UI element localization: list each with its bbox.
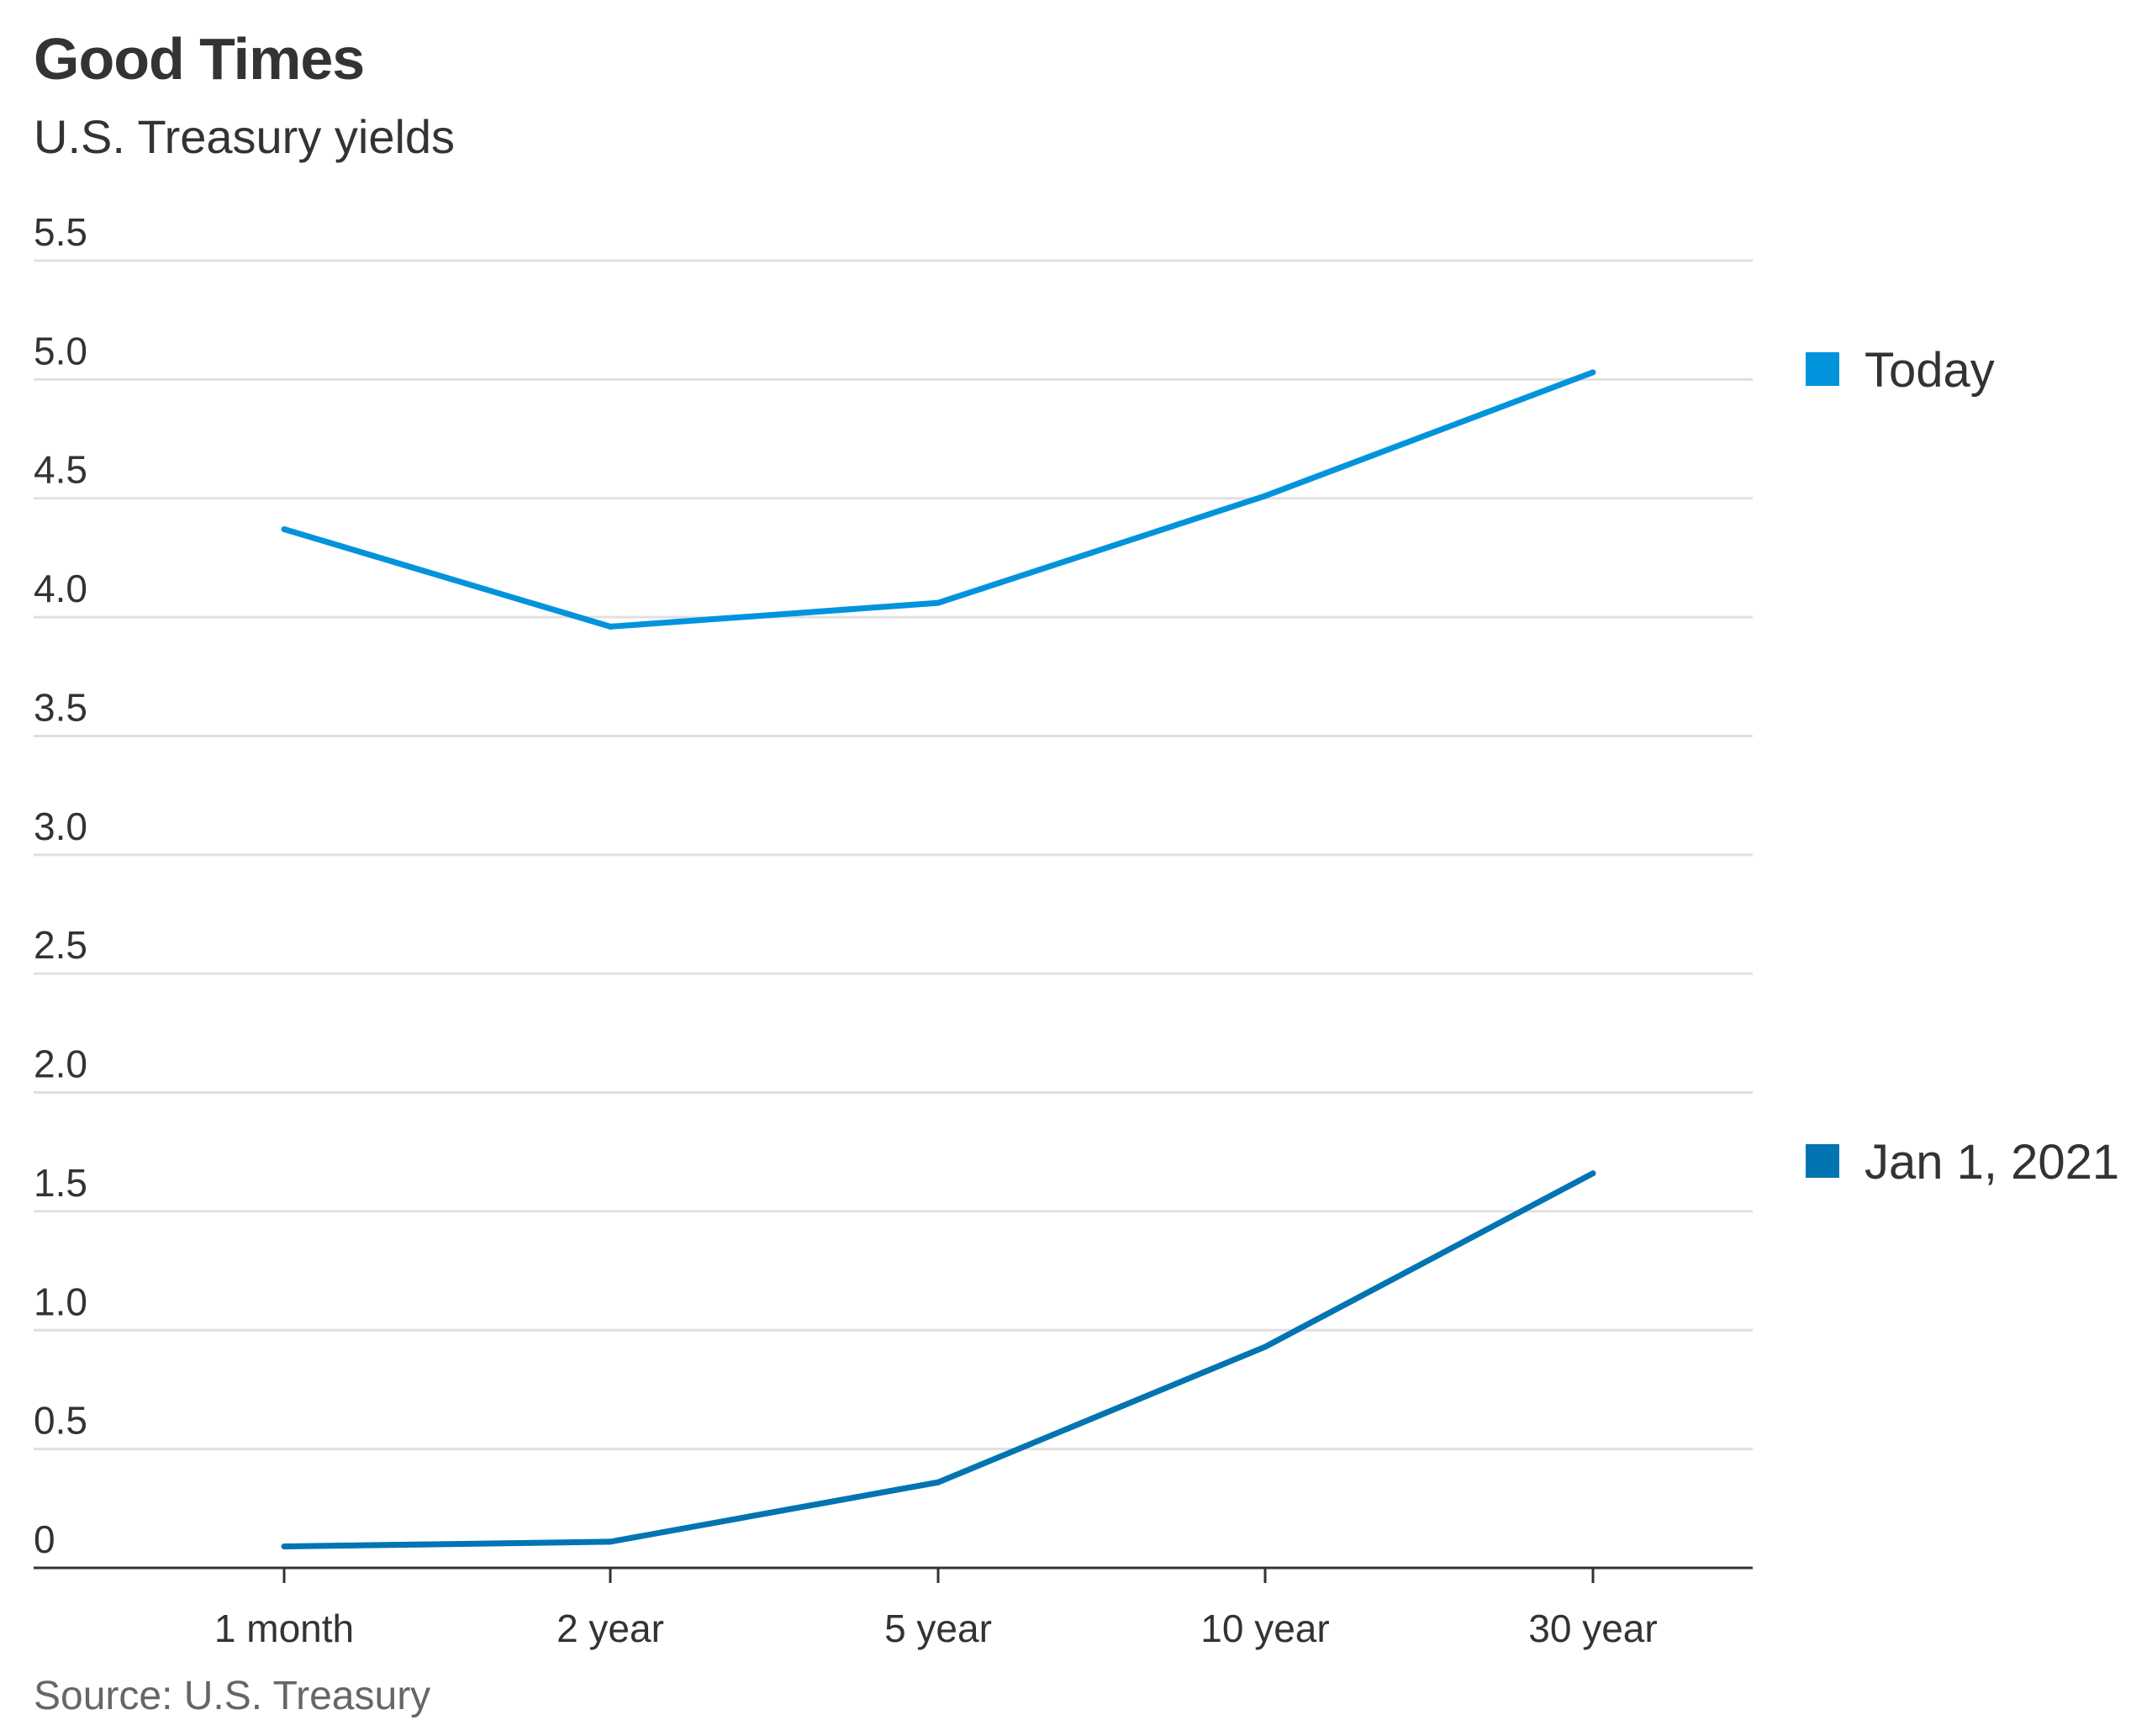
x-tick-label: 5 year xyxy=(884,1607,992,1650)
x-tick-label: 2 year xyxy=(556,1607,664,1650)
data-point xyxy=(935,599,942,606)
data-point xyxy=(607,1538,614,1545)
data-point xyxy=(607,623,614,630)
legend: Today Jan 1, 2021 xyxy=(1806,343,2119,1190)
y-tick-label: 5.0 xyxy=(34,329,87,372)
chart-title: Good Times xyxy=(34,26,365,92)
y-tick-label: 1.5 xyxy=(34,1161,87,1205)
series-lines xyxy=(281,369,1596,1550)
data-point xyxy=(281,525,287,532)
x-tick-label: 10 year xyxy=(1200,1607,1329,1650)
x-tick-label: 1 month xyxy=(214,1607,354,1650)
y-axis-ticks: 0 0.5 1.0 1.5 2.0 2.5 3.0 3.5 4.0 4.5 5.0 5.5 xyxy=(34,210,87,1561)
chart-subtitle: U.S. Treasury yields xyxy=(34,110,456,163)
data-point xyxy=(1590,369,1596,376)
y-tick-label: 0 xyxy=(34,1517,55,1561)
y-tick-label: 3.0 xyxy=(34,805,87,848)
legend-swatch xyxy=(1806,352,1839,386)
data-point xyxy=(281,1543,287,1550)
legend-label: Today xyxy=(1865,343,1995,398)
legend-label: Jan 1, 2021 xyxy=(1865,1135,2119,1190)
y-tick-label: 1.0 xyxy=(34,1280,87,1323)
data-point xyxy=(935,1479,942,1485)
y-tick-label: 4.5 xyxy=(34,448,87,492)
grid-lines xyxy=(34,259,1753,1451)
y-tick-label: 3.5 xyxy=(34,685,87,729)
data-point xyxy=(1590,1170,1596,1177)
x-axis: 1 month 2 year 5 year 10 year 30 year xyxy=(34,1566,1753,1650)
y-tick-label: 5.5 xyxy=(34,210,87,254)
chart-source: Source: U.S. Treasury xyxy=(34,1674,431,1718)
data-point xyxy=(1262,493,1269,499)
y-tick-label: 2.5 xyxy=(34,923,87,967)
data-point xyxy=(1262,1343,1269,1350)
y-tick-label: 0.5 xyxy=(34,1399,87,1443)
series-line xyxy=(283,1170,1595,1550)
legend-swatch xyxy=(1806,1144,1839,1178)
x-tick-label: 30 year xyxy=(1528,1607,1657,1650)
y-tick-label: 2.0 xyxy=(34,1042,87,1086)
y-tick-label: 4.0 xyxy=(34,567,87,610)
